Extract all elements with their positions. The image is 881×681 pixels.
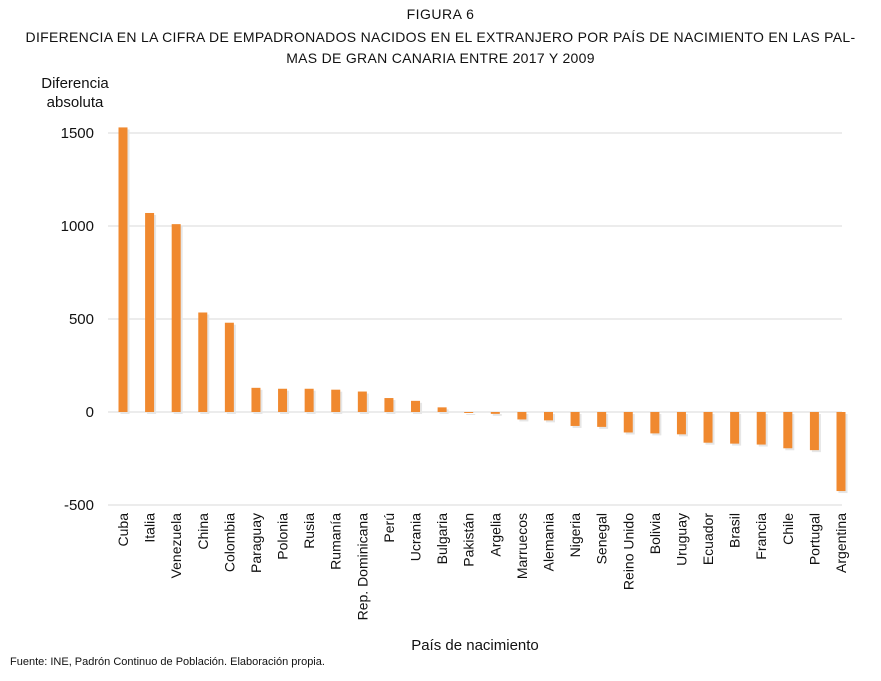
- gridlines: [108, 132, 842, 506]
- bar: [676, 412, 686, 435]
- source-note: Fuente: INE, Padrón Continuo de Població…: [10, 656, 325, 668]
- y-tick-label: 1000: [61, 218, 94, 235]
- x-tick-label: Perú: [381, 513, 397, 543]
- bar: [278, 388, 288, 412]
- x-tick-label: Cuba: [115, 513, 131, 547]
- x-tick-label: Pakistán: [461, 513, 477, 567]
- x-tick-label: Paraguay: [248, 513, 264, 573]
- y-tick-label: 500: [69, 311, 94, 328]
- bar: [384, 398, 394, 412]
- bar: [543, 412, 553, 421]
- bar: [464, 412, 474, 413]
- x-tick-label: Nigeria: [567, 513, 583, 558]
- bar-shadow: [492, 414, 502, 416]
- bar: [809, 412, 819, 451]
- x-tick-label: Chile: [780, 513, 796, 545]
- bar: [411, 400, 421, 412]
- x-tick-label: Reino Unido: [620, 513, 636, 590]
- bar: [118, 127, 128, 413]
- x-tick-label: Uruguay: [673, 513, 689, 566]
- bar: [703, 412, 713, 443]
- y-tick-label: 1500: [61, 125, 94, 142]
- chart-title: DIFERENCIA EN LA CIFRA DE EMPADRONADOS N…: [25, 29, 856, 66]
- bar: [756, 412, 766, 445]
- x-axis-labels: Cuba Italia Venezuela China Colombia Paraguay…: [115, 513, 849, 621]
- bar: [517, 412, 527, 420]
- bar-shadow: [466, 414, 476, 415]
- x-tick-label: Portugal: [806, 513, 822, 565]
- bar: [331, 389, 341, 412]
- x-tick-label: Francia: [753, 513, 769, 560]
- y-tick-label: -500: [64, 497, 94, 514]
- y-tick-label: 0: [86, 404, 94, 421]
- x-axis-title: País de nacimiento: [411, 637, 539, 654]
- x-tick-label: Argelia: [487, 513, 503, 557]
- bar: [171, 224, 181, 412]
- y-axis-title-line-1: Diferencia: [41, 75, 109, 92]
- x-tick-label: Ucrania: [408, 513, 424, 561]
- bar: [650, 412, 660, 434]
- x-tick-label: Rep. Dominicana: [354, 513, 370, 621]
- x-tick-label: Rusia: [301, 513, 317, 549]
- x-tick-label: Brasil: [727, 513, 743, 548]
- x-tick-label: Bulgaria: [434, 513, 450, 565]
- bar: [836, 412, 846, 492]
- bar: [357, 391, 367, 412]
- bar: [145, 212, 155, 412]
- x-tick-label: Ecuador: [700, 513, 716, 565]
- figure-label: FIGURA 6: [406, 6, 475, 22]
- bar: [490, 412, 500, 414]
- x-tick-label: Marruecos: [514, 513, 530, 579]
- bar: [730, 412, 740, 444]
- x-tick-label: Colombia: [221, 513, 237, 572]
- y-axis-title-line-2: absoluta: [47, 94, 104, 111]
- x-tick-label: Alemania: [540, 513, 556, 572]
- bar: [437, 407, 447, 412]
- x-tick-label: China: [195, 513, 211, 550]
- bar: [251, 387, 261, 412]
- x-tick-label: Italia: [142, 513, 158, 543]
- x-tick-label: Polonia: [275, 513, 291, 560]
- bar: [198, 312, 208, 412]
- bar: [623, 412, 633, 433]
- bar: [224, 322, 234, 412]
- x-tick-label: Senegal: [594, 513, 610, 564]
- x-tick-label: Venezuela: [168, 513, 184, 579]
- bars: [118, 127, 848, 494]
- bar: [304, 388, 314, 412]
- x-tick-label: Argentina: [833, 513, 849, 573]
- x-tick-label: Bolivia: [647, 513, 663, 554]
- bar: [570, 412, 580, 426]
- x-tick-label: Rumanía: [328, 513, 344, 570]
- bar: [783, 412, 793, 449]
- bar: [597, 412, 607, 427]
- y-axis: -500 0 500 1000 1500: [61, 125, 94, 514]
